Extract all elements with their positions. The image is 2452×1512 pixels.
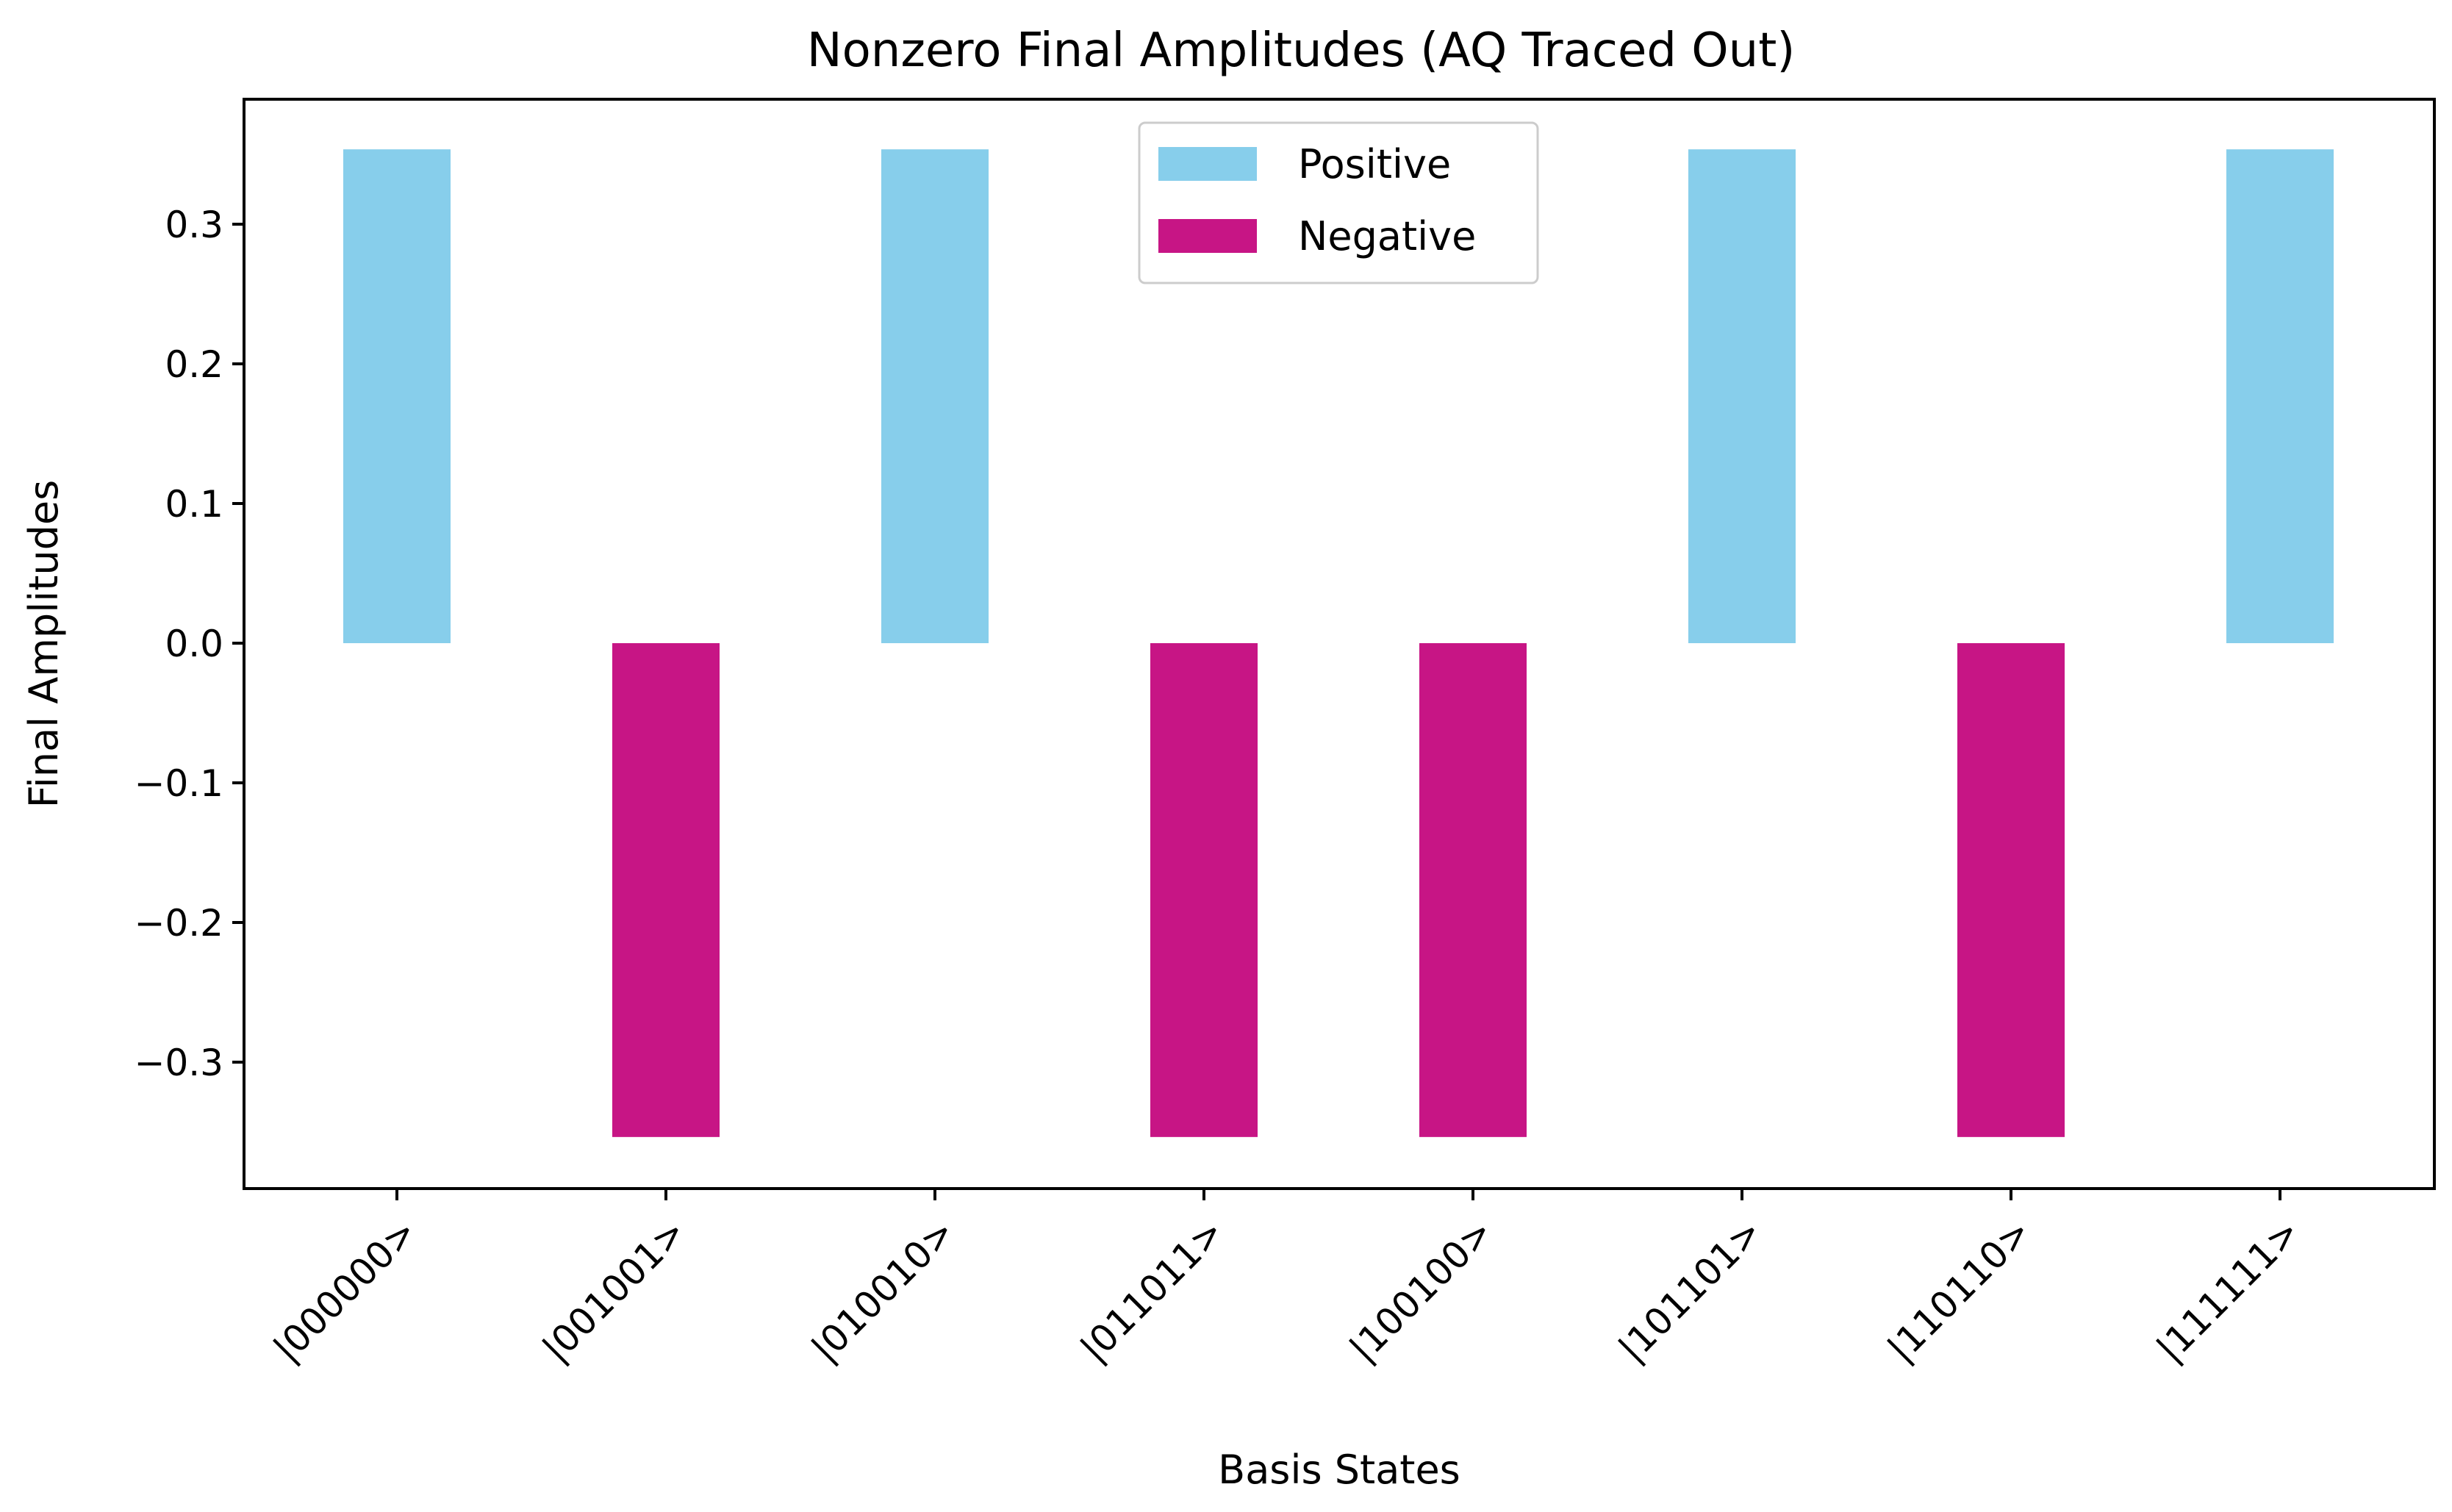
x-tick-label-7: |111111>: [2148, 1210, 2309, 1370]
bar-3: [1150, 643, 1258, 1137]
chart-title: Nonzero Final Amplitudes (AQ Traced Out): [807, 24, 1796, 78]
y-tick-label-5: −0.2: [135, 902, 223, 945]
y-tick-label-0: 0.3: [165, 204, 223, 246]
x-tick-label-5: |101101>: [1610, 1210, 1771, 1370]
x-tick-label-6: |110110>: [1879, 1210, 2040, 1370]
legend-label-negative: Negative: [1298, 213, 1476, 259]
y-tick-label-6: −0.3: [135, 1042, 223, 1084]
y-axis-label: Final Amplitudes: [21, 480, 67, 808]
x-tick-label-1: |001001>: [534, 1210, 695, 1370]
bar-6: [1957, 643, 2065, 1137]
bars-group: [343, 149, 2334, 1137]
bar-1: [612, 643, 720, 1137]
y-tick-label-2: 0.1: [165, 483, 223, 526]
bar-5: [1688, 149, 1796, 643]
y-tick-label-4: −0.1: [135, 762, 223, 805]
x-tick-label-4: |100100>: [1341, 1210, 1502, 1370]
legend-label-positive: Positive: [1298, 141, 1451, 187]
x-axis-label: Basis States: [1218, 1447, 1460, 1493]
x-tick-label-2: |010010>: [803, 1210, 964, 1370]
y-tick-label-3: 0.0: [165, 623, 223, 665]
bar-0: [343, 149, 451, 643]
y-axis: 0.3 0.2 0.1 0.0 −0.1 −0.2 −0.3: [135, 204, 244, 1084]
bar-2: [881, 149, 989, 643]
legend-swatch-positive: [1158, 147, 1257, 181]
x-tick-label-3: |011011>: [1072, 1210, 1233, 1370]
bar-4: [1419, 643, 1527, 1137]
bar-7: [2226, 149, 2334, 643]
legend: Positive Negative: [1138, 121, 1539, 284]
y-tick-label-1: 0.2: [165, 343, 223, 386]
legend-swatch-negative: [1158, 219, 1257, 253]
x-tick-label-0: |000000>: [265, 1210, 426, 1370]
x-axis: |000000> |001001> |010010> |011011> |100100>…: [265, 1189, 2309, 1370]
